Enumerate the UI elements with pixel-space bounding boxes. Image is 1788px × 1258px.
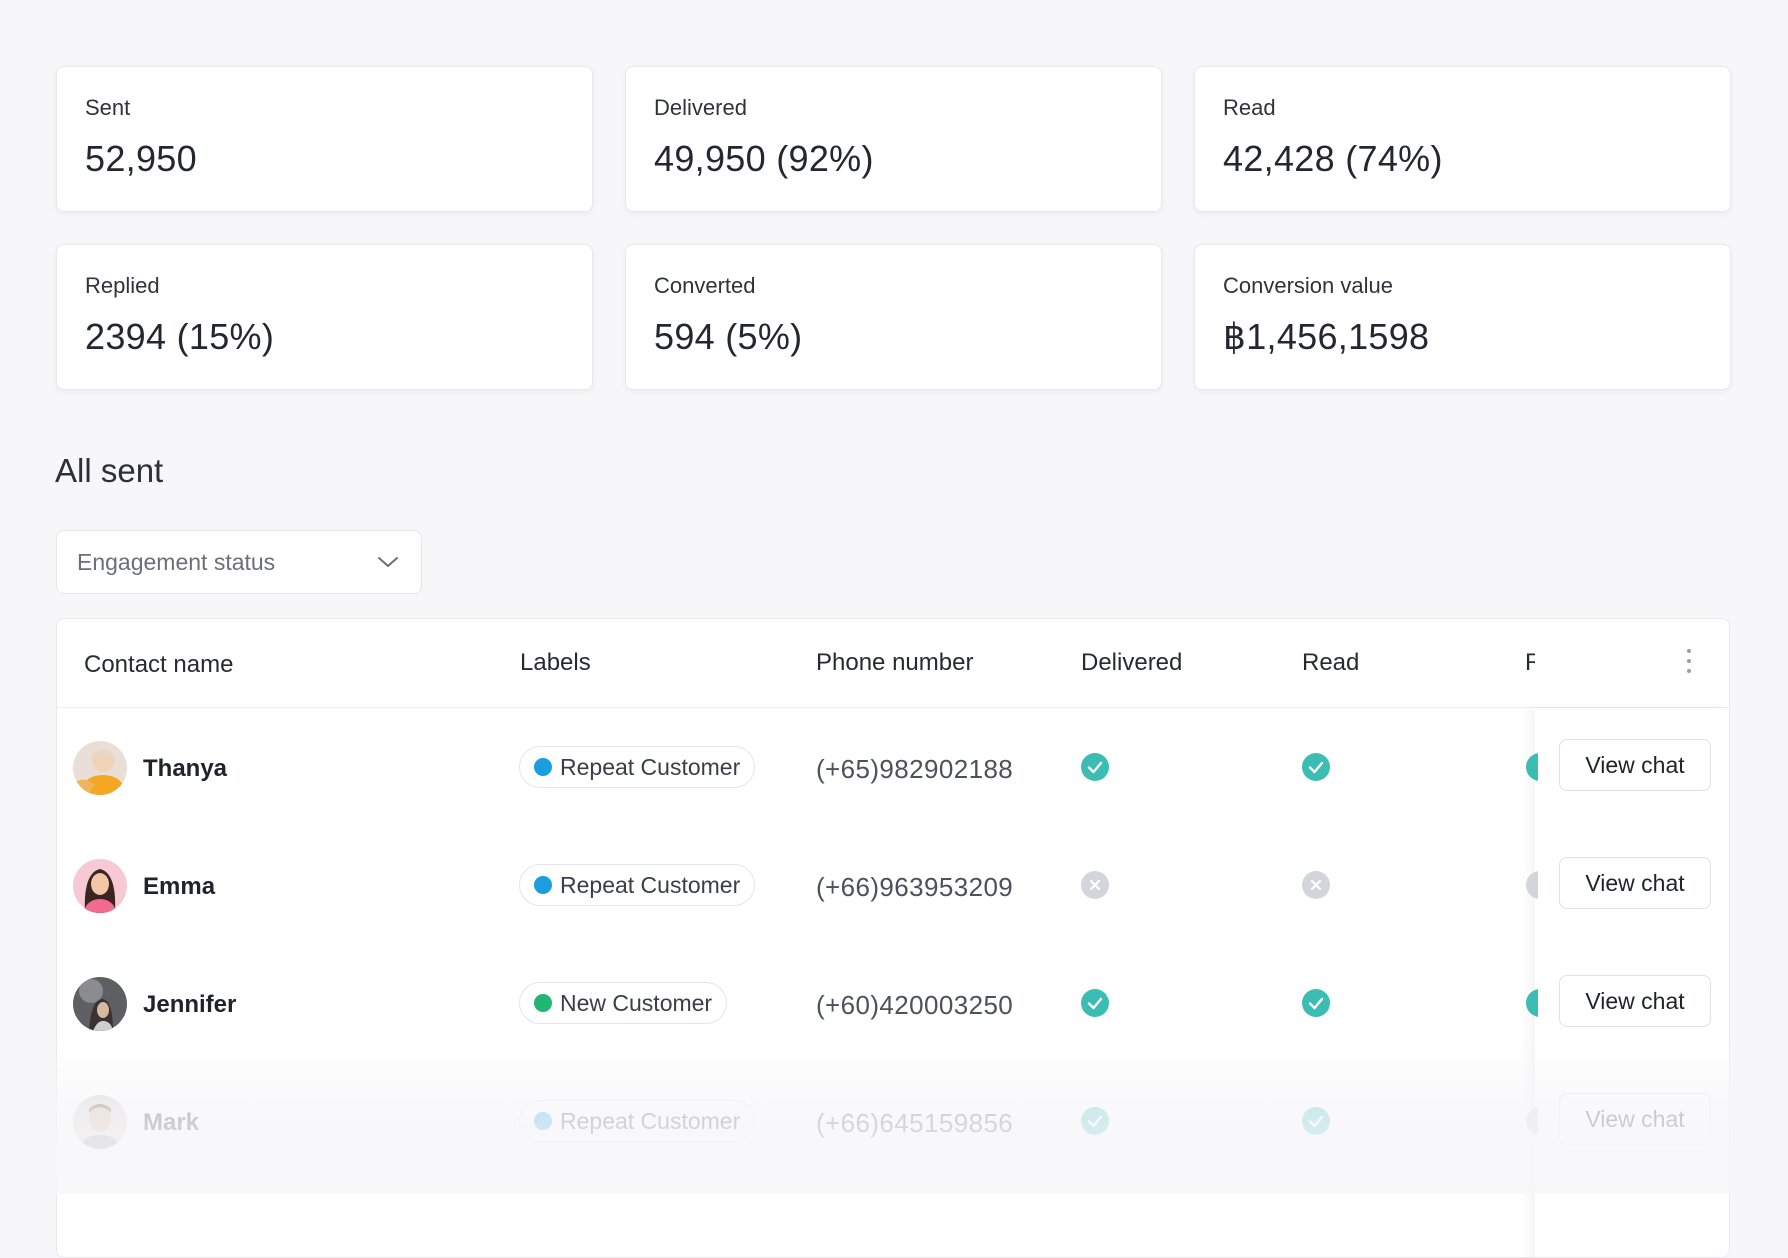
- stat-label: Read: [1223, 95, 1276, 120]
- stat-card-converted: Converted 594 (5%): [625, 244, 1162, 390]
- read-check-icon: [1302, 1107, 1330, 1135]
- label-badge: Repeat Customer: [519, 1100, 756, 1142]
- stat-value: 594 (5%): [654, 316, 803, 357]
- replied-x-icon: [1526, 1107, 1538, 1135]
- avatar: [73, 741, 127, 795]
- table-row: Mark Repeat Customer (+66)645159856 View…: [57, 1062, 1729, 1180]
- contact-name: Thanya: [143, 755, 228, 782]
- label-badge: New Customer: [519, 982, 728, 1024]
- label-text: Repeat Customer: [560, 1107, 741, 1134]
- stat-value: 2394 (15%): [85, 316, 275, 357]
- delivered-check-icon: [1081, 1107, 1109, 1135]
- phone-number: (+65)982902188: [816, 754, 1014, 784]
- stat-label: Converted: [654, 273, 756, 298]
- view-chat-button[interactable]: View chat: [1559, 1093, 1711, 1145]
- column-header-contact-name[interactable]: Contact name: [84, 651, 234, 678]
- chevron-down-icon: [377, 555, 399, 569]
- table-header: Contact name Labels Phone number Deliver…: [57, 619, 1729, 708]
- contact-name: Mark: [143, 1109, 200, 1136]
- read-check-icon: [1302, 989, 1330, 1017]
- view-chat-button[interactable]: View chat: [1559, 857, 1711, 909]
- view-chat-button[interactable]: View chat: [1559, 739, 1711, 791]
- stat-label: Sent: [85, 95, 131, 120]
- label-dot-icon: [534, 994, 552, 1012]
- replied-check-icon: [1526, 753, 1538, 781]
- label-text: Repeat Customer: [560, 753, 741, 780]
- engagement-status-dropdown[interactable]: Engagement status: [56, 530, 422, 594]
- column-header-phone-number[interactable]: Phone number: [816, 649, 974, 676]
- phone-number: (+60)420003250: [816, 990, 1014, 1020]
- table-row: Jennifer New Customer (+60)420003250 Vie…: [57, 944, 1729, 1062]
- stats-grid: Sent 52,950 Delivered 49,950 (92%) Read …: [56, 66, 1731, 390]
- read-x-icon: [1302, 871, 1330, 899]
- stat-card-conversion-value: Conversion value ฿1,456,1598: [1194, 244, 1731, 390]
- avatar: [73, 859, 127, 913]
- contacts-table: Contact name Labels Phone number Deliver…: [56, 618, 1730, 1258]
- column-header-delivered[interactable]: Delivered: [1081, 649, 1183, 676]
- stat-label: Delivered: [654, 95, 747, 120]
- label-badge: Repeat Customer: [519, 746, 756, 788]
- stat-label: Conversion value: [1223, 273, 1393, 298]
- contact-name: Emma: [143, 873, 216, 900]
- delivered-check-icon: [1081, 989, 1109, 1017]
- dropdown-label: Engagement status: [77, 548, 276, 575]
- phone-number: (+66)963953209: [816, 872, 1014, 902]
- phone-number: (+66)645159856: [816, 1108, 1014, 1138]
- delivered-check-icon: [1081, 753, 1109, 781]
- label-dot-icon: [534, 758, 552, 776]
- stat-card-read: Read 42,428 (74%): [1194, 66, 1731, 212]
- stat-value: 52,950: [85, 138, 197, 179]
- avatar: [73, 1095, 127, 1149]
- delivered-x-icon: [1081, 871, 1109, 899]
- column-header-labels[interactable]: Labels: [520, 649, 591, 676]
- stat-value: ฿1,456,1598: [1223, 316, 1430, 357]
- replied-check-icon: [1526, 989, 1538, 1017]
- stat-card-replied: Replied 2394 (15%): [56, 244, 593, 390]
- label-badge: Repeat Customer: [519, 864, 756, 906]
- label-text: New Customer: [560, 989, 713, 1016]
- stat-value: 49,950 (92%): [654, 138, 874, 179]
- column-header-replied-partial[interactable]: R: [1525, 651, 1535, 675]
- read-check-icon: [1302, 753, 1330, 781]
- stat-value: 42,428 (74%): [1223, 138, 1443, 179]
- label-dot-icon: [534, 1112, 552, 1130]
- column-header-read[interactable]: Read: [1302, 649, 1360, 676]
- avatar: [73, 977, 127, 1031]
- section-title: All sent: [55, 452, 164, 489]
- label-dot-icon: [534, 876, 552, 894]
- stat-label: Replied: [85, 273, 160, 298]
- more-options-icon[interactable]: [1685, 649, 1693, 677]
- replied-x-icon: [1526, 871, 1538, 899]
- label-text: Repeat Customer: [560, 871, 741, 898]
- table-row: Emma Repeat Customer (+66)963953209 View…: [57, 826, 1729, 944]
- view-chat-button[interactable]: View chat: [1559, 975, 1711, 1027]
- stat-card-delivered: Delivered 49,950 (92%): [625, 66, 1162, 212]
- table-row: Thanya Repeat Customer (+65)982902188 Vi…: [57, 708, 1729, 826]
- stat-card-sent: Sent 52,950: [56, 66, 593, 212]
- contact-name: Jennifer: [143, 991, 237, 1018]
